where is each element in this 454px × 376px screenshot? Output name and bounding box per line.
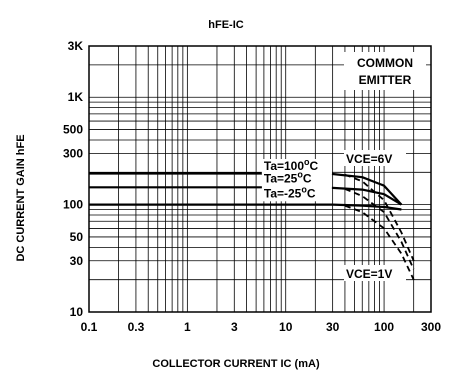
series-line-4 xyxy=(344,188,415,270)
x-tick-label: 10 xyxy=(279,320,293,334)
y-tick-label: 300 xyxy=(63,146,83,160)
tick-labels: 0.1 0.3 1 3 10 30 100 300 10 30 50 100 300 500 1K 3K xyxy=(63,39,441,334)
common-emitter-line1: COMMON xyxy=(357,56,413,70)
common-emitter-box xyxy=(344,52,426,90)
y-tick-label: 3K xyxy=(68,39,84,53)
vce6-label: VCE=6V xyxy=(346,152,392,166)
x-tick-label: 0.1 xyxy=(81,320,98,334)
common-emitter-line2: EMITTER xyxy=(359,73,412,87)
series-label-2: Ta=-25oC xyxy=(264,184,316,200)
series-line-1 xyxy=(89,186,402,206)
x-tick-label: 100 xyxy=(374,320,394,334)
y-axis-label: DC CURRENT GAIN hFE xyxy=(15,134,27,261)
plot-frame xyxy=(88,45,432,313)
x-tick-label: 3 xyxy=(231,320,238,334)
x-tick-label: 0.3 xyxy=(128,320,145,334)
chart-title: hFE-IC xyxy=(208,19,243,31)
y-tick-label: 10 xyxy=(70,305,84,319)
series-layer xyxy=(89,172,415,281)
x-tick-label: 1 xyxy=(184,320,191,334)
series-label-0: Ta=100oC xyxy=(264,157,319,173)
annotations: COMMON EMITTER VCE=6V VCE=1V xyxy=(344,52,426,281)
series-label-bg xyxy=(261,186,332,202)
vce1-label-bg xyxy=(344,265,406,281)
series-label-bg xyxy=(261,159,332,175)
vce1-label: VCE=1V xyxy=(346,267,392,281)
x-tick-label: 30 xyxy=(326,320,340,334)
x-tick-label: 300 xyxy=(421,320,441,334)
y-tick-label: 1K xyxy=(68,90,84,104)
series-label-bg xyxy=(261,171,332,187)
y-tick-label: 30 xyxy=(70,254,84,268)
y-tick-label: 100 xyxy=(63,198,83,212)
series-line-5 xyxy=(344,204,415,281)
x-axis-label: COLLECTOR CURRENT IC (mA) xyxy=(152,358,320,370)
y-tick-label: 50 xyxy=(70,230,84,244)
vce6-label-bg xyxy=(344,150,406,166)
series-line-3 xyxy=(344,173,415,262)
y-tick-label: 500 xyxy=(63,123,83,137)
